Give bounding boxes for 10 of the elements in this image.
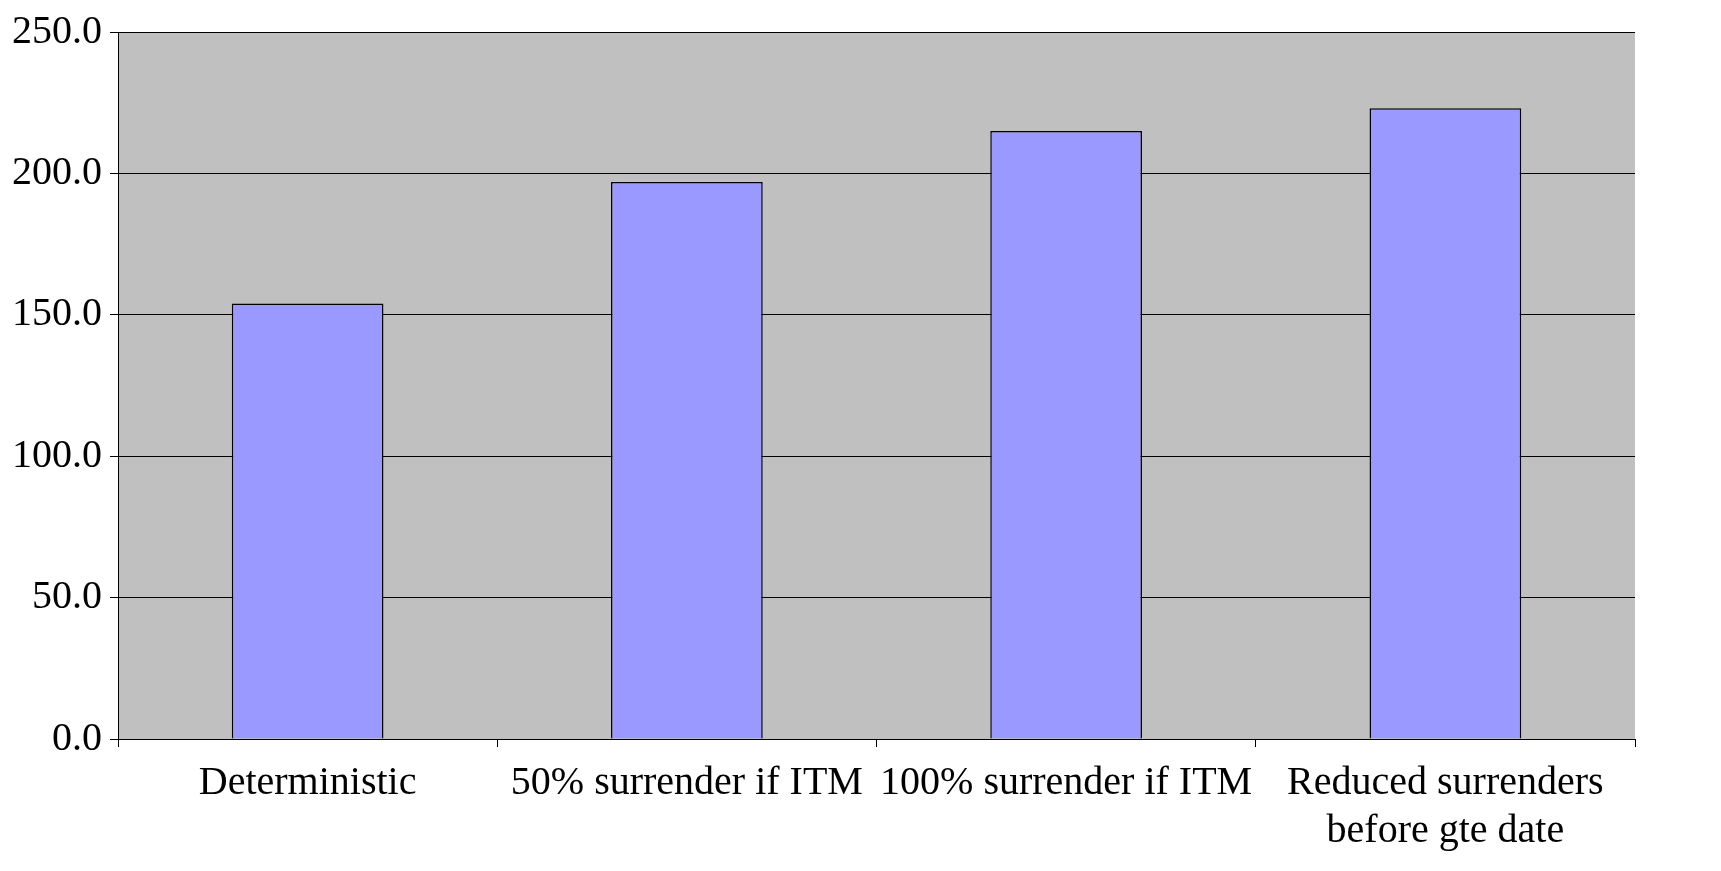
x-tick-label: 100% surrender if ITM: [880, 757, 1253, 803]
y-tick-label: 100.0: [12, 430, 102, 476]
x-tick-label: 50% surrender if ITM: [510, 757, 863, 803]
y-tick-label: 50.0: [32, 572, 102, 618]
y-tick-label: 200.0: [12, 147, 102, 193]
x-tick-label: Reduced surrenders before gte date: [1287, 757, 1604, 851]
y-tick-label: 0.0: [52, 713, 102, 759]
y-tick-label: 250.0: [12, 6, 102, 52]
x-tick-label: Deterministic: [198, 757, 417, 803]
y-tick-label: 150.0: [12, 289, 102, 335]
